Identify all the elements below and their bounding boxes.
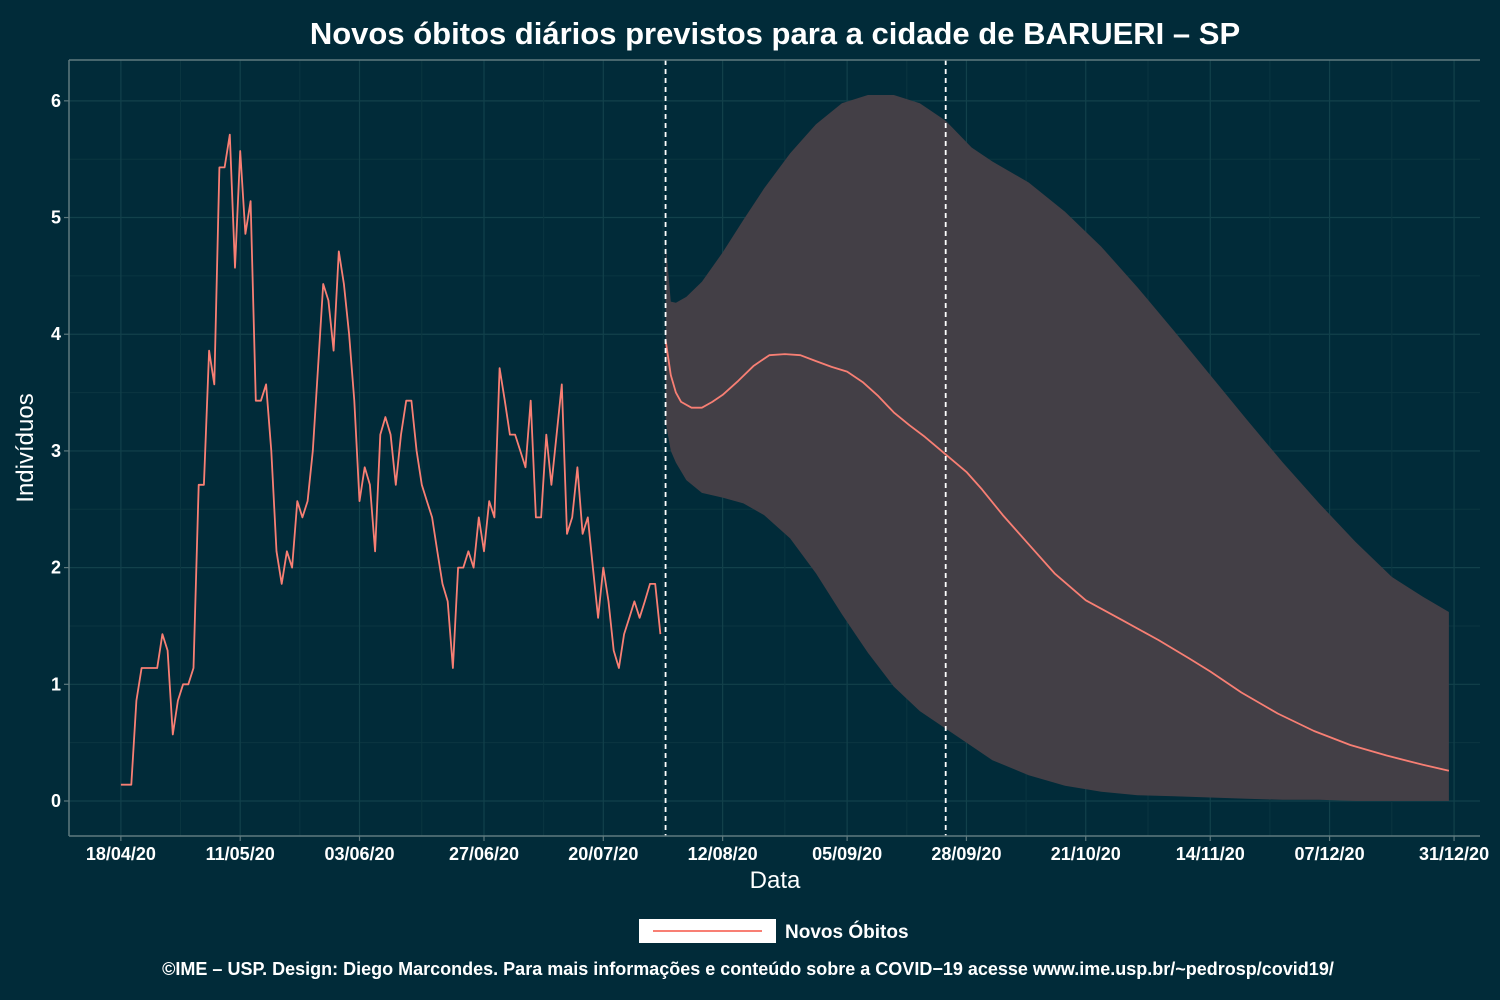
x-axis-ticks: 18/04/20 11/05/20 03/06/20 27/06/20 20/07/20… bbox=[86, 836, 1489, 864]
x-tick-label: 20/07/20 bbox=[568, 844, 638, 864]
x-tick-label: 21/10/20 bbox=[1051, 844, 1121, 864]
y-tick-label: 2 bbox=[51, 558, 61, 578]
x-tick-label: 31/12/20 bbox=[1419, 844, 1489, 864]
x-tick-label: 18/04/20 bbox=[86, 844, 156, 864]
x-tick-label: 03/06/20 bbox=[324, 844, 394, 864]
y-tick-label: 4 bbox=[51, 324, 61, 344]
x-tick-label: 07/12/20 bbox=[1295, 844, 1365, 864]
y-tick-label: 6 bbox=[51, 91, 61, 111]
x-tick-label: 05/09/20 bbox=[812, 844, 882, 864]
plot-area bbox=[68, 59, 1480, 837]
x-tick-label: 14/11/20 bbox=[1176, 844, 1245, 864]
reference-lines bbox=[664, 60, 947, 836]
y-tick-label: 5 bbox=[51, 208, 61, 228]
observed-deaths-line bbox=[120, 133, 662, 786]
legend-label: Novos Óbitos bbox=[785, 921, 909, 943]
y-tick-label: 1 bbox=[51, 674, 61, 694]
x-tick-label: 27/06/20 bbox=[449, 844, 519, 864]
y-axis-label: Indivíduos bbox=[12, 393, 39, 502]
legend: Novos Óbitos bbox=[639, 919, 909, 943]
y-tick-label: 3 bbox=[51, 441, 61, 461]
x-tick-label: 12/08/20 bbox=[688, 844, 758, 864]
x-tick-label: 28/09/20 bbox=[931, 844, 1001, 864]
y-tick-label: 0 bbox=[51, 791, 61, 811]
prediction-interval bbox=[665, 95, 1449, 801]
y-axis-ticks: 0 1 2 3 4 5 6 bbox=[51, 91, 69, 811]
x-axis-label: Data bbox=[750, 867, 801, 894]
chart-title: Novos óbitos diários previstos para a ci… bbox=[310, 16, 1240, 51]
series-lines bbox=[120, 133, 1450, 786]
predicted-deaths-line bbox=[664, 339, 1450, 772]
caption: ©IME – USP. Design: Diego Marcondes. Par… bbox=[162, 959, 1334, 979]
x-tick-label: 11/05/20 bbox=[206, 844, 275, 864]
